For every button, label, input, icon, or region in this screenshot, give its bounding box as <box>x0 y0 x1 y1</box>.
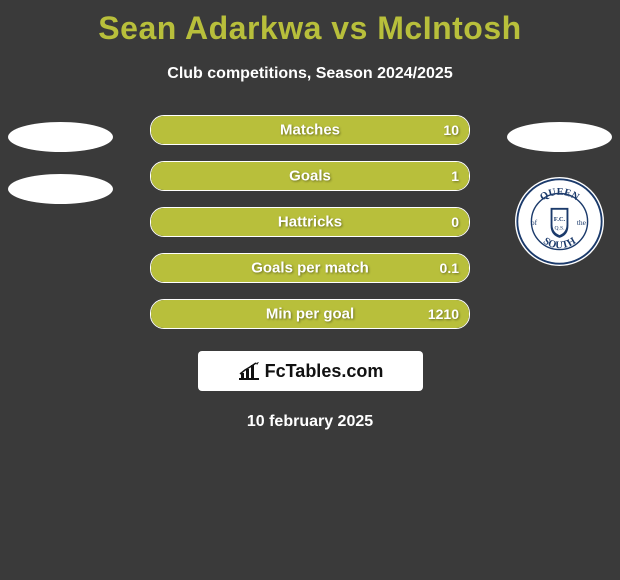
brand-link[interactable]: FcTables.com <box>198 351 423 391</box>
stats-area: Matches 10 Goals 1 Hattricks 0 Goals per match… <box>150 115 470 329</box>
date-text: 10 february 2025 <box>0 413 620 431</box>
crest-text-of: of <box>531 218 538 227</box>
stat-row: Matches 10 <box>150 115 470 145</box>
player-left-logo-slot <box>8 122 113 204</box>
placeholder-ellipse <box>507 122 612 152</box>
stat-label: Goals <box>289 168 331 185</box>
stat-row: Min per goal 1210 <box>150 299 470 329</box>
stat-value-right: 0 <box>451 214 459 230</box>
stat-label: Hattricks <box>278 214 342 231</box>
stat-label: Goals per match <box>251 260 369 277</box>
club-crest-icon: QUEEN SOUTH of the F.C. Q.S. <box>512 174 607 269</box>
svg-text:Q.S.: Q.S. <box>555 225 566 231</box>
stat-row: Hattricks 0 <box>150 207 470 237</box>
placeholder-ellipse <box>8 174 113 204</box>
stat-row: Goals per match 0.1 <box>150 253 470 283</box>
stat-value-right: 1 <box>451 168 459 184</box>
subtitle: Club competitions, Season 2024/2025 <box>0 65 620 83</box>
stat-value-right: 0.1 <box>440 260 459 276</box>
player-right-logo-slot: QUEEN SOUTH of the F.C. Q.S. <box>507 122 612 269</box>
bar-chart-icon <box>237 361 261 381</box>
crest-text-the: the <box>577 218 587 227</box>
stat-row: Goals 1 <box>150 161 470 191</box>
stat-value-right: 1210 <box>428 306 459 322</box>
svg-text:F.C.: F.C. <box>554 216 566 223</box>
page-title: Sean Adarkwa vs McIntosh <box>0 0 620 47</box>
stat-value-right: 10 <box>443 122 459 138</box>
brand-text: FcTables.com <box>265 361 384 382</box>
placeholder-ellipse <box>8 122 113 152</box>
stat-label: Min per goal <box>266 306 354 323</box>
stat-label: Matches <box>280 122 340 139</box>
